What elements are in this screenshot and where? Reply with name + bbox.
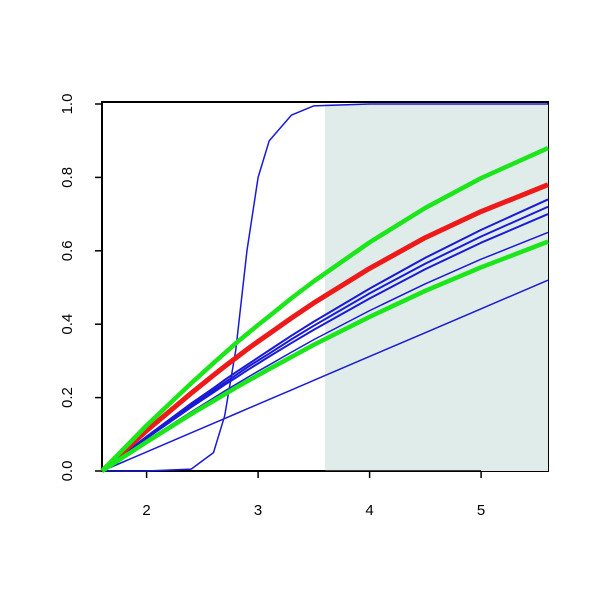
curve: [100, 182, 549, 473]
curve: [101, 279, 549, 472]
y-tick-label: 0.0: [59, 461, 76, 482]
curve: [101, 205, 549, 472]
y-tick-label: 0.4: [59, 314, 76, 335]
x-tick-label: 5: [477, 502, 485, 519]
y-tick-label: 0.6: [59, 240, 76, 261]
curve: [101, 213, 549, 472]
curve: [101, 198, 549, 472]
curve: [100, 239, 549, 473]
y-tick-label: 0.2: [59, 387, 76, 408]
curve: [100, 145, 549, 473]
x-tick-label: 3: [254, 502, 262, 519]
y-tick-label: 0.8: [59, 167, 76, 188]
x-tick-label: 4: [365, 502, 373, 519]
curve: [102, 103, 548, 472]
y-tick-label: 1.0: [59, 94, 76, 115]
x-tick-label: 2: [142, 502, 150, 519]
